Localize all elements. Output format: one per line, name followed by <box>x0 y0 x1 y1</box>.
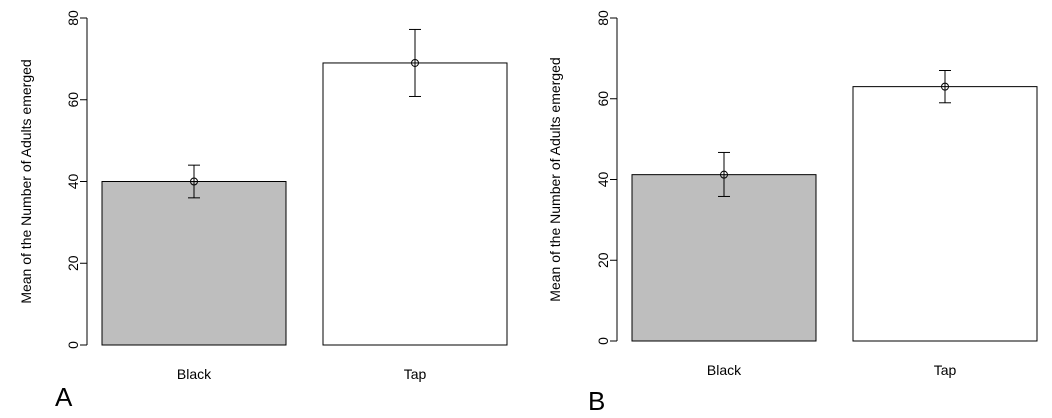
y-tick-label: 60 <box>595 91 611 107</box>
y-tick-label: 60 <box>65 92 81 108</box>
mean-marker <box>720 170 728 179</box>
y-tick-label: 0 <box>65 341 81 349</box>
category-label: Black <box>177 366 212 382</box>
y-tick-label: 20 <box>65 255 81 271</box>
y-tick-label: 20 <box>595 252 611 268</box>
bar-tap <box>852 86 1038 342</box>
mean-marker <box>411 58 419 67</box>
y-axis-label: Mean of the Number of Adults emerged <box>18 59 34 303</box>
y-tick-label: 80 <box>65 10 81 26</box>
mean-marker <box>941 82 949 91</box>
y-axis-label: Mean of the Number of Adults emerged <box>547 57 563 301</box>
y-tick-label: 0 <box>595 337 611 345</box>
mean-marker <box>190 177 198 186</box>
bar-black <box>631 174 817 342</box>
y-tick-label: 80 <box>595 10 611 26</box>
y-tick-label: 40 <box>595 172 611 188</box>
bar-tap <box>322 62 508 346</box>
category-label: Tap <box>934 362 957 378</box>
panel-label: B <box>588 386 605 413</box>
category-label: Tap <box>404 366 427 382</box>
panel-label: A <box>55 382 73 412</box>
bar-black <box>101 181 287 346</box>
y-tick-label: 40 <box>65 174 81 190</box>
category-label: Black <box>707 362 742 378</box>
